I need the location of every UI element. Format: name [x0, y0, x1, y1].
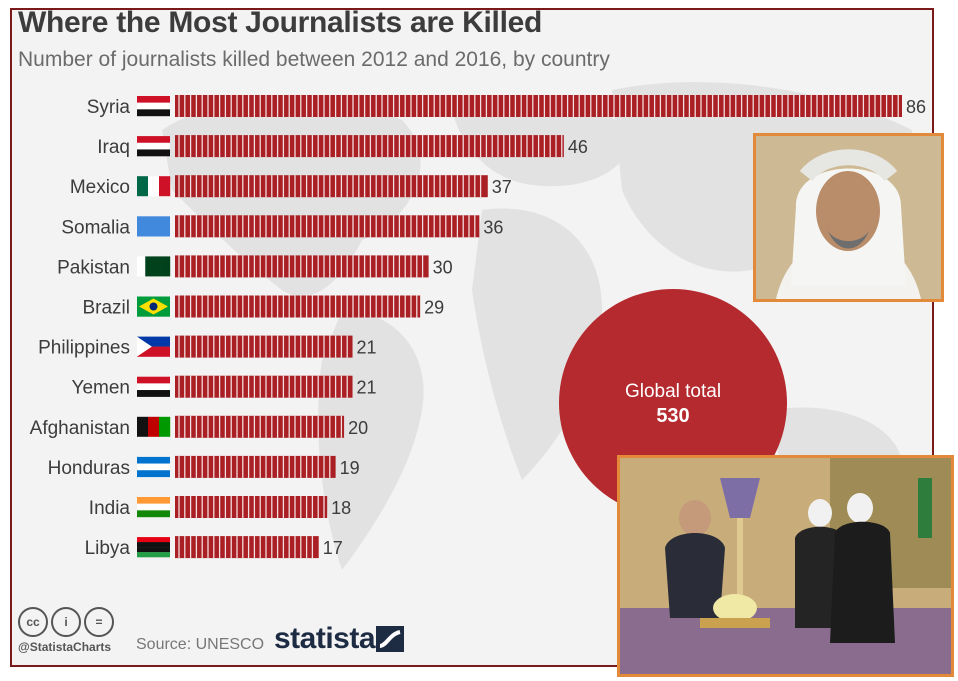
mexico-flag-icon: [137, 176, 171, 197]
philippines-flag-icon: [137, 336, 170, 357]
chart-title: Where the Most Journalists are Killed: [18, 6, 543, 39]
bar: [175, 215, 480, 238]
statista-logo[interactable]: statista: [274, 622, 376, 655]
category-label: Libya: [85, 538, 131, 559]
chart-subtitle: Number of journalists killed between 201…: [18, 48, 610, 71]
meeting-photo: [617, 455, 954, 677]
category-label: Honduras: [48, 458, 130, 479]
category-label: Yemen: [72, 378, 130, 399]
bar-segments: [178, 175, 482, 198]
category-label: Syria: [87, 97, 131, 118]
license-icons: cc i =: [18, 607, 117, 637]
bar: [175, 255, 429, 278]
yemen-flag-icon: [137, 376, 170, 397]
bar: [175, 175, 488, 198]
bar-segments: [178, 135, 563, 158]
data-label: 17: [323, 538, 343, 558]
data-label: 21: [357, 378, 377, 398]
global-total-label: Global total: [624, 381, 722, 402]
bar: [175, 455, 336, 478]
bar-segments: [178, 335, 348, 358]
bar-segments: [178, 215, 476, 238]
bar-chart: Syria 86 Iraq 46 Mexico 37 Somalia 36 Pakistan 30…: [30, 95, 926, 559]
category-label: Iraq: [97, 137, 130, 158]
statista-logo-mark-icon: [376, 626, 404, 652]
somalia-flag-icon: [137, 216, 170, 237]
bar: [175, 415, 345, 438]
bar-segments: [178, 295, 418, 318]
bar-segments: [178, 375, 348, 398]
portrait-photo: [753, 133, 944, 302]
data-label: 29: [424, 298, 444, 318]
data-label: 37: [492, 177, 512, 197]
creative-commons-icon: cc: [18, 607, 48, 637]
global-total-value: 530: [656, 405, 690, 427]
statista-handle[interactable]: @StatistaCharts: [18, 640, 112, 654]
bar-segments: [178, 536, 314, 559]
bar-segments: [178, 496, 325, 518]
bar-segments: [178, 255, 424, 278]
category-label: Pakistan: [57, 257, 130, 278]
india-flag-icon: [137, 497, 170, 518]
source-note: Source: UNESCO: [136, 636, 265, 653]
data-label: 46: [568, 137, 588, 157]
pakistan-flag-icon: [137, 256, 171, 277]
libya-flag-icon: [137, 537, 170, 558]
iraq-flag-icon: [137, 136, 170, 157]
bar-segments: [178, 415, 343, 438]
bar: [175, 295, 421, 318]
bar: [175, 135, 564, 158]
bar: [175, 496, 328, 518]
data-label: 86: [906, 97, 926, 117]
bar-segments: [178, 455, 331, 478]
category-label: Mexico: [70, 177, 130, 198]
data-label: 21: [357, 338, 377, 358]
syria-flag-icon: [137, 96, 170, 117]
data-label: 30: [433, 257, 453, 277]
data-label: 19: [340, 458, 360, 478]
brazil-flag-icon: [137, 296, 170, 317]
category-label: Somalia: [61, 217, 130, 238]
data-label: 36: [483, 217, 503, 237]
afghanistan-flag-icon: [137, 416, 171, 437]
honduras-flag-icon: [137, 456, 170, 478]
bar-segments: [178, 95, 899, 117]
data-label: 18: [331, 498, 351, 518]
category-label: Brazil: [82, 298, 130, 319]
attribution-icon: i: [51, 607, 81, 637]
chart-frame: Syria 86 Iraq 46 Mexico 37 Somalia 36 Pakistan 30…: [10, 8, 934, 667]
data-label: 20: [348, 418, 368, 438]
category-label: Afghanistan: [30, 418, 130, 439]
category-label: Philippines: [38, 338, 130, 359]
category-label: India: [89, 498, 131, 519]
no-derivatives-icon: =: [84, 607, 114, 637]
